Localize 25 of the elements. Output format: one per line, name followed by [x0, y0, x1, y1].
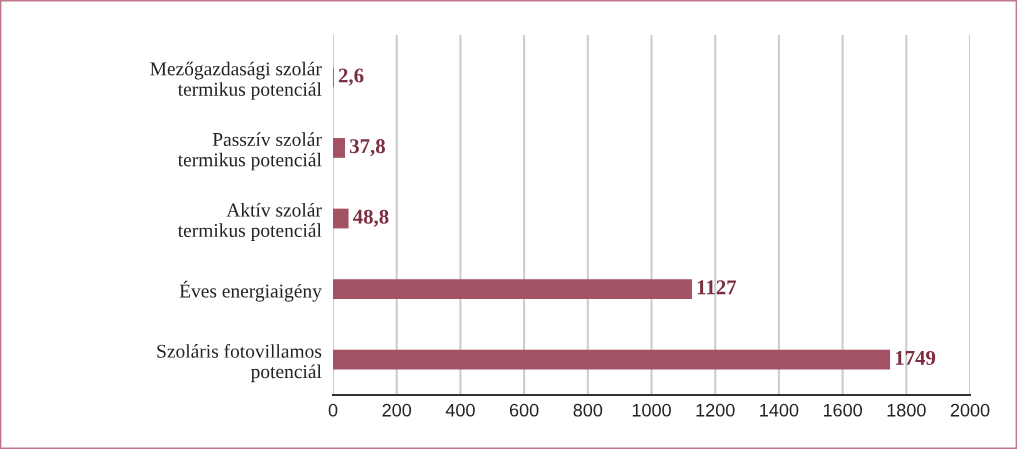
- y-tick-label: Szoláris fotovillamos potenciál: [157, 343, 322, 383]
- data-label: 37,8: [349, 139, 385, 157]
- x-tick-label: 0: [328, 403, 338, 417]
- x-tick-label: 2000: [950, 403, 990, 417]
- data-label: 48,8: [353, 209, 389, 227]
- x-tick-label: 200: [382, 403, 412, 417]
- data-label: 1749: [895, 350, 936, 365]
- y-tick-label: Aktív szolár termikus potenciál: [177, 202, 322, 241]
- bar: [333, 208, 349, 229]
- y-tick-label: Éves energiaigény: [179, 280, 322, 302]
- bar: [333, 349, 891, 370]
- x-tick-label: 1800: [887, 403, 926, 417]
- x-tick-label: 600: [509, 403, 539, 417]
- bar: [333, 279, 692, 299]
- y-tick-label: Passzív szolár termikus potenciál: [177, 132, 322, 171]
- x-tick-label: 1600: [823, 403, 862, 417]
- y-tick-label: Mezőgazdasági szolár termikus potenciál: [150, 61, 322, 100]
- data-label: 2,6: [338, 68, 364, 86]
- bar: [333, 138, 346, 158]
- x-tick-label: 800: [573, 403, 603, 417]
- x-tick-label: 400: [445, 403, 475, 417]
- x-tick-label: 1000: [632, 403, 671, 417]
- data-label: 1127: [697, 280, 737, 295]
- x-tick-label: 1400: [760, 403, 799, 417]
- x-tick-label: 1200: [696, 403, 735, 417]
